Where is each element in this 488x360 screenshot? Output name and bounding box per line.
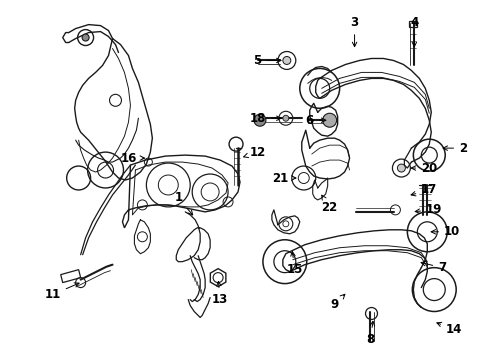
Text: 18: 18 [249, 112, 281, 125]
Text: 8: 8 [366, 321, 374, 346]
Circle shape [282, 115, 288, 121]
Text: 3: 3 [350, 16, 358, 47]
Text: 20: 20 [410, 162, 436, 175]
Text: 5: 5 [252, 54, 281, 67]
Text: 2: 2 [442, 141, 466, 155]
Circle shape [82, 34, 89, 41]
Text: 14: 14 [436, 322, 462, 336]
Text: 11: 11 [44, 283, 79, 301]
Text: 6: 6 [305, 114, 325, 127]
Circle shape [322, 113, 336, 127]
Text: 15: 15 [286, 252, 303, 276]
Text: 22: 22 [321, 195, 337, 215]
Text: 12: 12 [243, 145, 265, 159]
Text: 10: 10 [430, 225, 459, 238]
Text: 4: 4 [409, 16, 418, 47]
Text: 7: 7 [420, 261, 446, 274]
Text: 1: 1 [174, 192, 192, 215]
Circle shape [253, 114, 265, 126]
Text: 9: 9 [330, 294, 344, 311]
Text: 13: 13 [211, 282, 228, 306]
Circle shape [397, 164, 405, 172]
Circle shape [282, 57, 290, 64]
Text: 16: 16 [120, 152, 144, 165]
Text: 17: 17 [410, 184, 436, 197]
Text: 21: 21 [271, 171, 295, 185]
Text: 19: 19 [414, 203, 442, 216]
